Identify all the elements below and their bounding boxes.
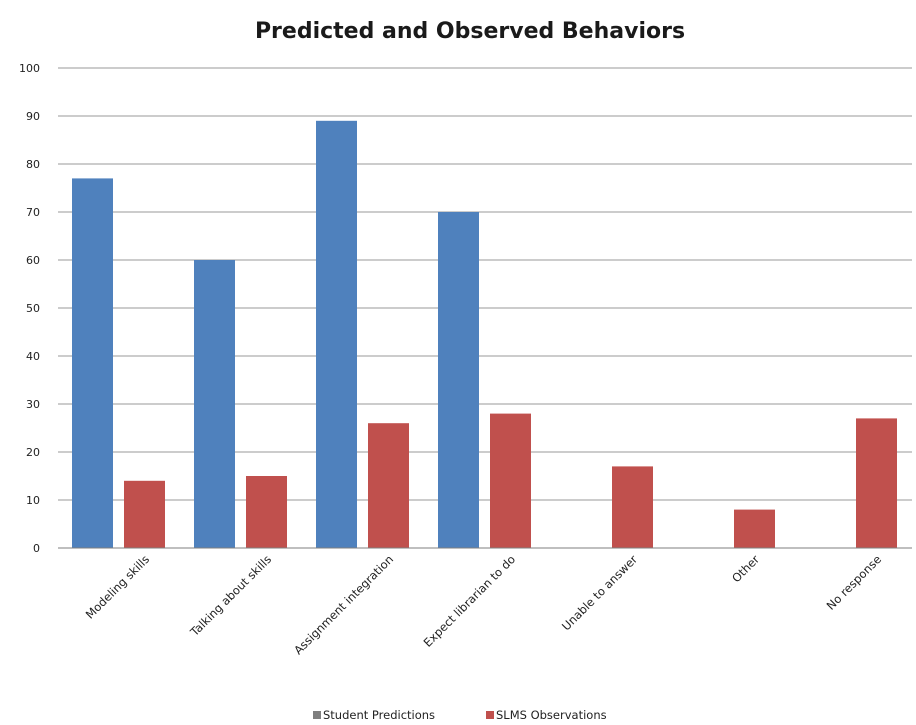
x-category-label: Other	[729, 552, 762, 585]
y-tick-label: 50	[26, 302, 40, 315]
legend-label: SLMS Observations	[496, 708, 607, 722]
bar-student-predictions	[438, 212, 479, 548]
legend-label: Student Predictions	[323, 708, 435, 722]
y-tick-label: 40	[26, 350, 40, 363]
legend: Student Predictions SLMS Observations	[313, 708, 607, 722]
gridlines	[58, 67, 912, 501]
chart-title: Predicted and Observed Behaviors	[255, 19, 685, 44]
bars	[72, 120, 897, 549]
bar-slms-observations	[368, 423, 409, 548]
y-tick-label: 80	[26, 158, 40, 171]
bar-slms-observations	[856, 418, 897, 548]
bar-slms-observations	[612, 466, 653, 548]
x-category-label: Expect librarian to do	[421, 552, 518, 649]
y-tick-label: 60	[26, 254, 40, 267]
y-tick-label: 70	[26, 206, 40, 219]
y-tick-label: 10	[26, 494, 40, 507]
y-tick-label: 90	[26, 110, 40, 123]
y-tick-label: 30	[26, 398, 40, 411]
y-tick-label: 100	[19, 62, 40, 75]
x-category-label: No response	[824, 552, 884, 612]
x-category-label: Modeling skills	[83, 552, 152, 621]
x-axis-categories: Modeling skills Talking about skills Assig…	[83, 552, 884, 657]
bar-slms-observations	[734, 509, 775, 548]
x-category-label: Talking about skills	[187, 552, 274, 639]
bar-student-predictions	[194, 260, 235, 548]
y-tick-label: 0	[33, 542, 40, 555]
x-category-label: Assignment integration	[291, 552, 396, 657]
x-category-label: Unable to answer	[559, 552, 640, 633]
y-axis-ticks: 0 10 20 30 40 50 60 70 80 90 100	[19, 62, 40, 555]
bar-slms-observations	[246, 476, 287, 548]
bar-student-predictions	[316, 120, 357, 549]
y-tick-label: 20	[26, 446, 40, 459]
bar-slms-observations	[124, 480, 165, 548]
bar-student-predictions	[72, 178, 113, 548]
bar-slms-observations	[490, 413, 531, 548]
legend-swatch	[486, 711, 494, 719]
legend-swatch	[313, 711, 321, 719]
